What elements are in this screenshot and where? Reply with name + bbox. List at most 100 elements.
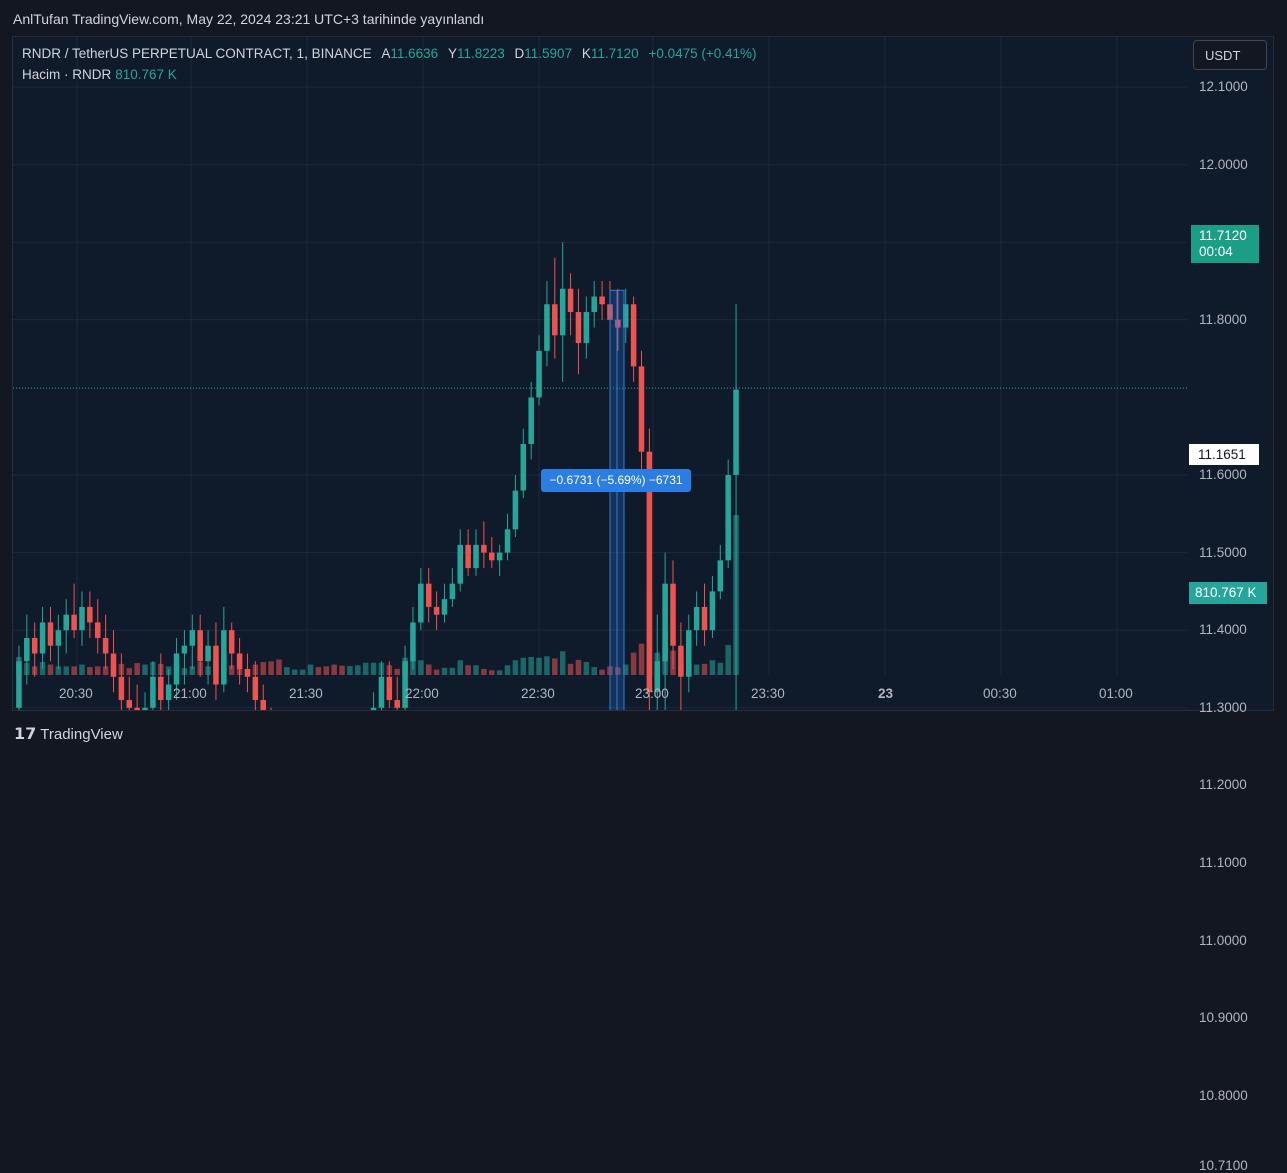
candle-body [370,707,377,710]
candle-body [662,583,668,662]
candle-body [449,583,456,600]
volume-bar [733,515,739,675]
volume-bar [370,662,377,675]
candle-body [386,676,393,701]
candle-body [181,645,188,654]
candle-body [709,591,716,631]
open-label: A [381,46,391,61]
countdown-value: 00:04 [1199,244,1233,259]
candle-body [725,475,731,561]
volume-bar [473,665,479,675]
candle-body [646,451,653,693]
candle-body [528,397,534,444]
candle-body [24,637,30,662]
candle-body [599,296,605,305]
price-tick-label: 11.2000 [1199,777,1247,793]
price-tick-label: 12.1000 [1199,79,1248,94]
candle-body [150,676,156,708]
measure-label: −0.6731 (−5.69%) −6731 [541,469,691,492]
candle-body [583,312,590,344]
candle-body [552,304,558,336]
candle-body [559,288,566,336]
candle-body [197,630,203,662]
candle-body [158,676,164,701]
price-tick-label: 11.5000 [1199,544,1247,560]
price-tick-label: 12.0000 [1199,156,1248,172]
volume-bar [63,666,69,675]
volume-bar [291,669,298,675]
volume-bar [150,662,156,675]
low-value: 11.5907 [524,46,573,61]
volume-bar [465,665,471,675]
change-value: +0.0475 (+0.41%) [648,46,757,61]
volume-bar [481,668,487,675]
candle-body [189,630,196,646]
candle-body [39,622,46,654]
volume-bar [630,652,637,675]
candle-body [473,544,479,569]
volume-bar [670,650,676,675]
volume-bar [536,657,542,675]
candle-body [252,676,259,701]
time-tick-label: 22:00 [405,686,439,701]
volume-bar [591,667,597,675]
price-tick-label: 11.6000 [1199,467,1247,482]
candle-body [228,630,235,654]
volume-bar [221,654,227,675]
top-bar: AnlTufan TradingView.com, May 22, 2024 2… [0,0,1287,36]
candle-body [102,637,109,654]
volume-bar [213,658,219,675]
volume-bar [181,668,188,675]
tradingview-footer[interactable]: 𝟭𝟳 TradingView [14,724,123,744]
volume-bar [87,667,93,675]
candle-body [418,583,424,623]
time-tick-label: 22:30 [521,686,555,701]
currency-button[interactable]: USDT [1193,40,1267,70]
volume-bar [378,662,385,675]
time-tick-label: 21:00 [173,686,207,701]
time-tick-label: 20:30 [59,686,93,701]
volume-bar [615,667,621,675]
candle-body [71,614,77,631]
volume-bar [165,666,172,675]
volume-value: 810.767 K [115,67,177,82]
candle-body [536,350,542,398]
low-label: D [514,46,525,61]
volume-bar [307,664,314,675]
volume-bar [449,667,456,675]
volume-bar [552,658,558,675]
volume-bar [197,662,203,675]
volume-bar [252,664,259,675]
symbol-legend: RNDR / TetherUS PERPETUAL CONTRACT, 1, B… [22,46,757,61]
candle-body [496,552,503,561]
last-price-tag: 11.7120 00:04 [1191,225,1259,263]
volume-bar [205,666,211,675]
candle-body [134,707,140,710]
candle-body [457,544,464,584]
candle-body [441,599,448,615]
volume-bar [347,666,353,675]
symbol-name[interactable]: RNDR / TetherUS PERPETUAL CONTRACT, 1, B… [22,46,372,61]
candle-body [402,661,408,708]
close-label: K [581,46,591,61]
volume-bar [94,666,101,675]
candle-body [410,622,416,662]
volume-bar [71,666,77,675]
candle-body [87,606,93,623]
time-tick-label: 00:30 [983,686,1017,701]
candle-body [701,606,708,631]
candle-body [512,490,519,530]
volume-bar [339,665,345,675]
brand-name: TradingView [40,726,123,743]
volume-label[interactable]: Hacim · RNDR [22,67,112,82]
chart-canvas[interactable] [13,37,1187,710]
candle-body [670,583,676,646]
open-value: 11.6636 [390,46,439,61]
candle-body [433,606,440,615]
candle-body [165,684,172,701]
time-tick-label: 23 [878,686,894,701]
volume-bar [504,665,511,675]
volume-bar [24,663,30,675]
volume-bar [583,662,590,675]
volume-bar [638,643,645,675]
